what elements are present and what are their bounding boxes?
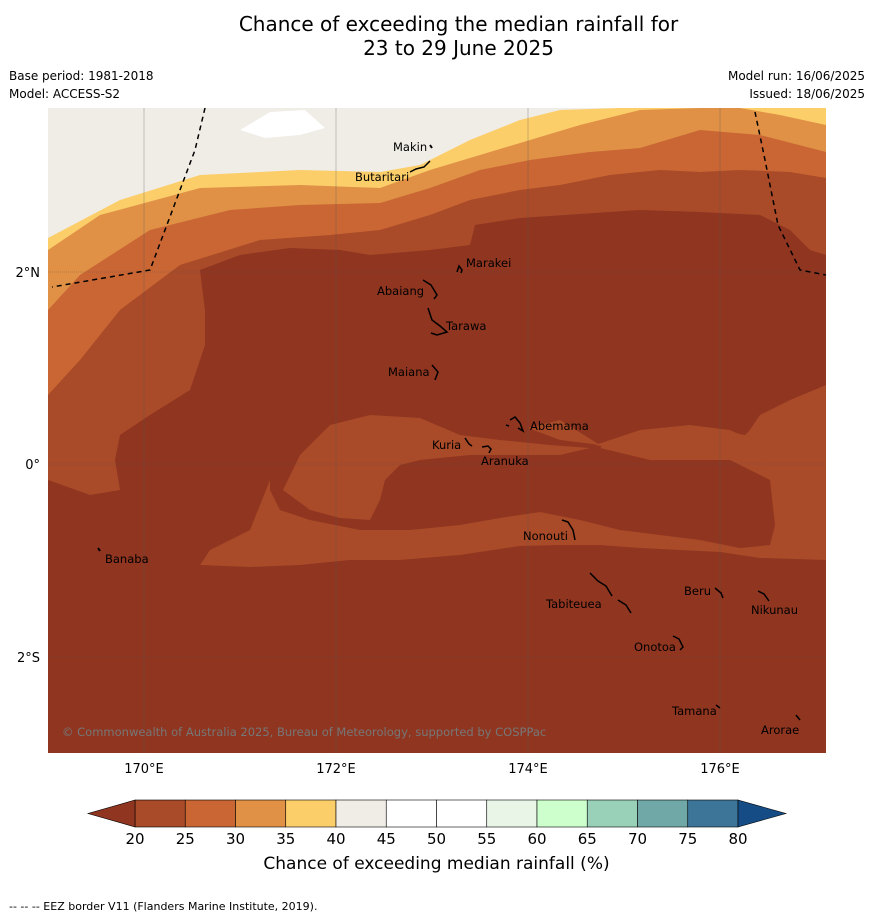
place-label-abemama: Abemama [530, 419, 589, 433]
eez-line-east [754, 111, 827, 276]
colorbar-tick-label: 30 [226, 830, 245, 848]
model-run-text: Model run: 16/06/2025 [727, 69, 865, 83]
island-tamana-shape [715, 704, 721, 709]
colorbar-swatch [536, 799, 588, 828]
place-label-tamana: Tamana [671, 704, 717, 718]
island-outlines [97, 144, 801, 721]
lat-tick-label: 2°S [17, 651, 40, 666]
eez-footnote: -- -- -- EEZ border V11 (Flanders Marine… [9, 900, 318, 913]
white-patch-north [240, 110, 325, 138]
island-butaritari-shape [409, 160, 431, 173]
colorbar-swatch [637, 799, 689, 828]
axis-labels: 170°E 172°E 174°E 176°E 2°N 0° 2°S [16, 266, 740, 777]
band-20-25-east [595, 425, 745, 452]
lon-tick-label: 176°E [700, 762, 740, 777]
colorbar-swatch [486, 799, 538, 828]
lon-tick-label: 174°E [508, 762, 548, 777]
copyright-text: © Commonwealth of Australia 2025, Bureau… [62, 725, 546, 739]
place-label-tabiteuea: Tabiteuea [545, 597, 602, 611]
island-tarawa-shape [427, 307, 449, 336]
place-label-onotoa: Onotoa [634, 640, 676, 654]
colorbar-swatch [436, 799, 488, 828]
colorbar-tick-label: 70 [628, 830, 647, 848]
colorbar-tick-label: 20 [125, 830, 144, 848]
colorbar-tick-label: 75 [678, 830, 697, 848]
band-under-20 [48, 210, 826, 753]
colorbar-tick-label: 40 [326, 830, 345, 848]
colorbar-over-arrow [737, 799, 788, 828]
colorbar-tick-label: 25 [176, 830, 195, 848]
colorbar-tick-label: 35 [276, 830, 295, 848]
gridlines [48, 108, 826, 753]
island-marakei-shape [456, 264, 463, 274]
colorbar-swatch [586, 799, 638, 828]
place-label-banaba: Banaba [105, 552, 149, 566]
lat-tick-label: 0° [25, 458, 40, 473]
issued-text: Issued: 18/06/2025 [749, 87, 865, 101]
place-label-maiana: Maiana [388, 365, 430, 379]
place-label-kuria: Kuria [432, 438, 461, 452]
colorbar-tick-label: 45 [377, 830, 396, 848]
island-beru-shape [714, 587, 724, 599]
colorbar-swatch [184, 799, 236, 828]
island-abemama-shape [505, 416, 525, 433]
island-abaiang-shape [422, 279, 438, 300]
meta-right: Model run: 16/06/2025 Issued: 18/06/2025 [728, 67, 865, 103]
colorbar-swatch [285, 799, 337, 828]
colorbar-boxes [86, 799, 788, 828]
place-label-aranuka: Aranuka [481, 454, 529, 468]
island-nonouti-shape [561, 519, 576, 541]
colorbar-title: Chance of exceeding median rainfall (%) [263, 854, 610, 874]
island-banaba-shape [97, 547, 101, 552]
place-labels: Makin Butaritari Marakei Abaiang Tarawa Maian… [105, 140, 799, 737]
island-nikunau-shape [757, 590, 770, 602]
colorbar-swatch [687, 799, 739, 828]
map-fill-layers [48, 108, 826, 753]
place-label-nikunau: Nikunau [751, 603, 798, 617]
colorbar-swatch [235, 799, 287, 828]
meta-left: Base period: 1981-2018 Model: ACCESS-S2 [9, 67, 154, 103]
eez-line-west [51, 107, 206, 288]
colorbar-tick-label: 55 [477, 830, 496, 848]
lat-tick-label: 2°N [16, 266, 41, 281]
island-makin-shape [429, 144, 433, 149]
colorbar-swatch [335, 799, 387, 828]
place-label-beru: Beru [684, 584, 711, 598]
lon-tick-label: 170°E [124, 762, 164, 777]
island-arorae-shape [795, 714, 801, 721]
colorbar-tick-label: 50 [427, 830, 446, 848]
colorbar-tick-label: 60 [527, 830, 546, 848]
place-label-butaritari: Butaritari [355, 170, 409, 184]
base-period-text: Base period: 1981-2018 [9, 69, 154, 83]
island-aranuka-shape [481, 445, 492, 454]
title-line-1: Chance of exceeding the median rainfall … [238, 12, 679, 36]
place-label-arorae: Arorae [761, 723, 799, 737]
place-label-nonouti: Nonouti [523, 529, 568, 543]
title-line-2: 23 to 29 June 2025 [363, 36, 554, 60]
band-20-25-ne [745, 385, 826, 525]
colorbar-tick-label: 65 [578, 830, 597, 848]
place-label-tarawa: Tarawa [445, 319, 486, 333]
colorbar-under-arrow [86, 799, 136, 828]
island-onotoa-shape [672, 635, 684, 651]
model-text: Model: ACCESS-S2 [9, 87, 121, 101]
band-20-25-inner [283, 415, 590, 520]
map-title: Chance of exceeding the median rainfall … [0, 12, 873, 60]
lon-tick-label: 172°E [316, 762, 356, 777]
place-label-abaiang: Abaiang [377, 284, 424, 298]
island-tabiteuea-shape [589, 572, 632, 614]
place-label-makin: Makin [393, 140, 427, 154]
colorbar-ticks: 20 25 30 35 40 45 50 55 60 65 70 75 80 [125, 830, 747, 848]
island-maiana-shape [431, 364, 439, 381]
colorbar-swatch [385, 799, 437, 828]
place-label-marakei: Marakei [466, 256, 511, 270]
colorbar-tick-label: 80 [728, 830, 747, 848]
colorbar-swatch [134, 799, 186, 828]
island-kuria-shape [464, 437, 473, 447]
eez-border-lines [51, 107, 827, 288]
